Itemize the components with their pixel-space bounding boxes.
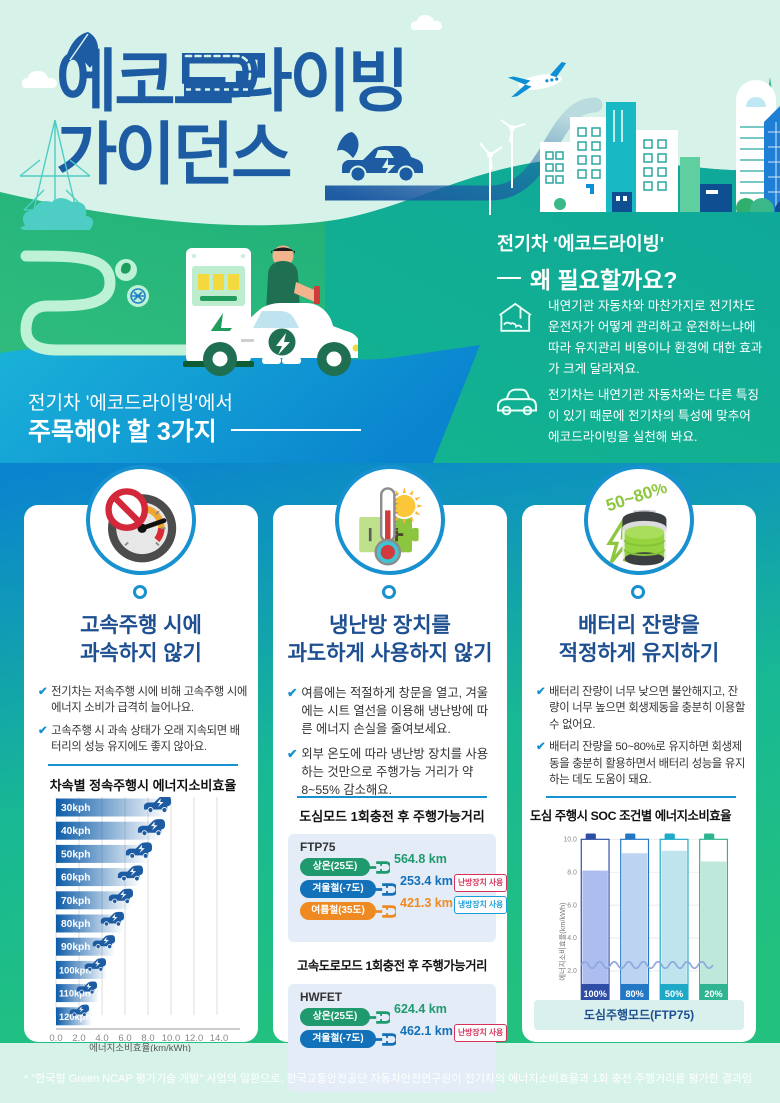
svg-text:14.0: 14.0 [210,1033,229,1044]
svg-text:60kph: 60kph [61,873,90,884]
svg-text:8.0: 8.0 [567,869,577,876]
svg-text:50%: 50% [665,989,683,999]
svg-text:에너지소비효율(km/kWh): 에너지소비효율(km/kWh) [558,903,567,981]
svg-text:90kph: 90kph [61,942,90,953]
svg-text:50kph: 50kph [61,849,90,860]
svg-text:80%: 80% [625,989,643,999]
svg-text:0.0: 0.0 [49,1033,62,1044]
svg-text:에너지소비효율(km/kWh): 에너지소비효율(km/kWh) [89,1043,191,1052]
svg-text:70kph: 70kph [61,896,90,907]
svg-text:6.0: 6.0 [567,902,577,909]
svg-text:2.0: 2.0 [567,968,577,975]
svg-text:40kph: 40kph [61,826,90,837]
svg-text:80kph: 80kph [61,919,90,930]
svg-text:10.0: 10.0 [563,837,577,844]
svg-text:4.0: 4.0 [567,935,577,942]
svg-text:20%: 20% [704,989,722,999]
svg-text:2.0: 2.0 [72,1033,85,1044]
svg-text:100%: 100% [583,989,606,999]
svg-text:30kph: 30kph [61,803,90,814]
